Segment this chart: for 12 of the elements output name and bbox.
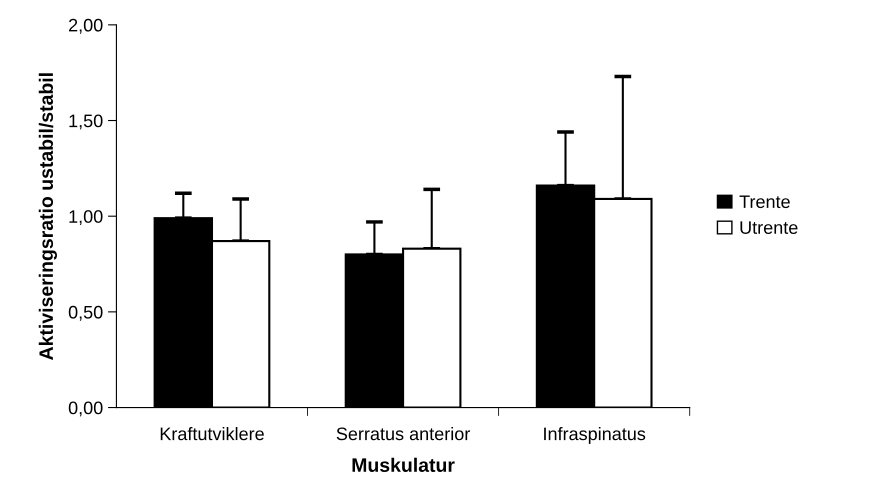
x-tick-label: Serratus anterior (336, 426, 470, 440)
legend-label: Trente (740, 196, 790, 208)
y-tick-label: 2,00 (69, 18, 103, 34)
legend-label: Utrente (740, 221, 798, 234)
y-tick-label: 1,50 (69, 114, 103, 130)
x-tick-label: Kraftutviklere (160, 426, 264, 440)
y-tick-label: 1,00 (69, 210, 103, 226)
y-axis-title: Aktiviseringsratio ustabil/stabil (38, 73, 57, 360)
y-tick-label: 0,50 (68, 306, 103, 321)
y-tick-label: 0,00 (68, 401, 103, 416)
x-axis-title: Muskulatur (352, 458, 455, 472)
x-tick-label: Infraspinatus (544, 426, 646, 444)
